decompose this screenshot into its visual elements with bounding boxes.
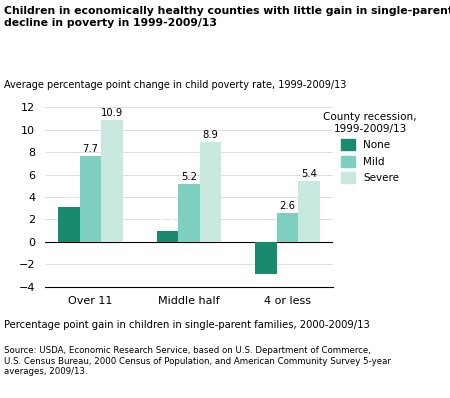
Bar — [80, 156, 101, 242]
Text: 3.1: 3.1 — [61, 195, 77, 205]
Text: 10.9: 10.9 — [101, 108, 123, 118]
Legend: None, Mild, Severe: None, Mild, Severe — [320, 109, 420, 187]
Text: Source: USDA, Economic Research Service, based on U.S. Department of Commerce,
U: Source: USDA, Economic Research Service,… — [4, 346, 392, 376]
Text: -2.9: -2.9 — [256, 276, 275, 286]
Text: Children in economically healthy counties with little gain in single-parent fami: Children in economically healthy countie… — [4, 6, 450, 27]
Text: Percentage point gain in children in single-parent families, 2000-2009/13: Percentage point gain in children in sin… — [4, 320, 370, 330]
Bar — [101, 120, 123, 242]
Text: 2.6: 2.6 — [279, 201, 296, 211]
Bar — [277, 213, 298, 242]
Bar — [178, 183, 200, 242]
Bar — [157, 230, 178, 242]
Bar — [298, 181, 320, 242]
Text: 7.7: 7.7 — [82, 144, 99, 154]
Bar — [255, 242, 277, 274]
Text: 1.0: 1.0 — [159, 219, 176, 228]
Text: 5.4: 5.4 — [301, 169, 317, 179]
Bar — [58, 207, 80, 242]
Text: 5.2: 5.2 — [181, 172, 197, 181]
Bar — [200, 142, 221, 242]
Text: 8.9: 8.9 — [202, 130, 219, 140]
Text: Average percentage point change in child poverty rate, 1999-2009/13: Average percentage point change in child… — [4, 80, 347, 90]
